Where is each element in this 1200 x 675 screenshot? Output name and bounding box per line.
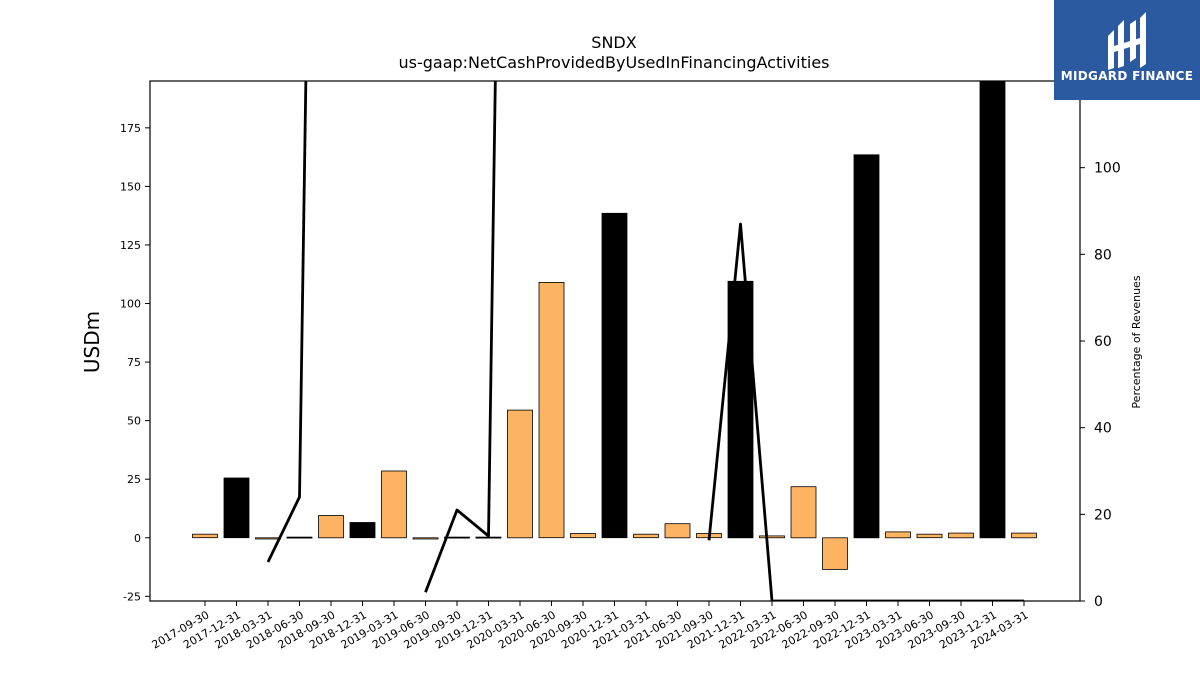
logo-mark-icon (1108, 12, 1146, 70)
y2-tick-label: 0 (1094, 594, 1103, 610)
y2-tick-label: 20 (1094, 507, 1112, 523)
logo-background (1054, 0, 1200, 100)
bar-2023-03-31 (885, 531, 911, 539)
y2-tick-label: 80 (1094, 247, 1112, 263)
bar-2019-06-30 (412, 537, 439, 540)
bar-2021-03-31 (633, 533, 659, 539)
y-axis: -25 0 25 50 75 100 125 150 175 (120, 122, 150, 603)
bar-2022-12-31 (853, 154, 880, 539)
y-tick-label: 125 (120, 239, 141, 252)
y2-axis: 0 20 40 60 80 100 (1080, 161, 1121, 610)
bar-2023-09-30 (948, 532, 974, 539)
y-tick-label: 50 (127, 415, 141, 428)
y2-tick-label: 100 (1094, 161, 1121, 177)
bar-2022-09-30 (822, 537, 848, 570)
bar-2020-06-30 (538, 281, 565, 539)
logo-text: MIDGARD FINANCE (1061, 69, 1193, 83)
bar-2022-03-31 (759, 535, 785, 539)
bar-2022-06-30 (790, 486, 817, 539)
line-segment-1 (424, 81, 497, 593)
y2-tick-label: 60 (1094, 334, 1112, 350)
bar-2018-06-30 (286, 536, 313, 539)
line-group (266, 81, 1024, 601)
logo: MIDGARD FINANCE (1054, 0, 1200, 100)
y-tick-label: 100 (120, 298, 141, 311)
y-tick-label: 150 (120, 180, 141, 193)
bar-2020-12-31 (601, 212, 628, 539)
y2-axis-label: Percentage of Revenues (1130, 275, 1143, 408)
line-segment-2 (707, 222, 1024, 601)
y-tick-label: 75 (127, 356, 141, 369)
bar-2018-09-30 (318, 515, 344, 539)
bar-2018-12-31 (349, 522, 376, 539)
x-axis: 2017-09-302017-12-312018-03-312018-06-30… (150, 601, 1031, 652)
bar-2019-09-30 (444, 536, 470, 539)
chart-subtitle: us-gaap:NetCashProvidedByUsedInFinancing… (398, 53, 829, 72)
bar-2021-06-30 (664, 523, 691, 539)
chart-title: SNDX (591, 33, 636, 52)
bar-2019-03-31 (381, 470, 407, 539)
bar-2018-03-31 (255, 537, 281, 540)
bar-2023-06-30 (916, 533, 943, 539)
bar-2023-12-31 (979, 81, 1006, 539)
y-tick-label: 25 (127, 473, 141, 486)
bar-2020-03-31 (507, 409, 533, 539)
y-tick-label: -25 (123, 590, 141, 603)
bar-2017-12-31 (223, 477, 250, 539)
bar-2020-09-30 (570, 533, 596, 539)
y-axis-label: USDm (80, 311, 104, 373)
y-tick-label: 175 (120, 122, 141, 135)
line-segment-0 (266, 81, 308, 563)
y-tick-label: 0 (134, 532, 141, 545)
y2-tick-label: 40 (1094, 421, 1112, 437)
bar-2024-03-31 (1011, 532, 1037, 539)
bars-group (192, 81, 1037, 570)
bar-2017-09-30 (192, 533, 218, 539)
